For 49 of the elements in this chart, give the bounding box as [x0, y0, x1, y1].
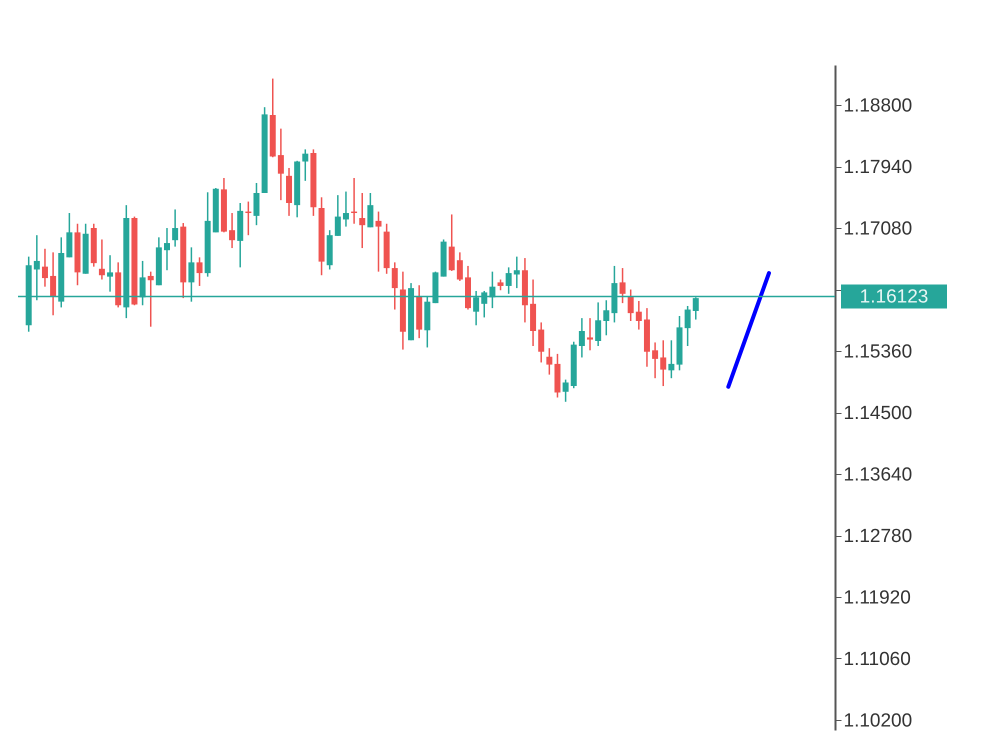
candlestick: [245, 200, 252, 236]
candlestick: [660, 340, 666, 387]
candlestick: [376, 210, 382, 272]
candlestick: [498, 278, 504, 291]
candlestick: [278, 128, 284, 201]
candlestick: [652, 342, 658, 379]
candlestick: [514, 256, 520, 289]
candlestick: [538, 322, 544, 364]
candlestick: [50, 252, 56, 316]
candlestick: [636, 300, 642, 330]
candlestick: [334, 194, 341, 237]
candlestick: [351, 177, 358, 224]
candlestick: [172, 208, 178, 248]
candlestick: [229, 212, 236, 249]
candlestick: [359, 192, 366, 249]
candlestick: [620, 267, 626, 304]
y-tick-label: 1.18800: [844, 96, 912, 117]
candlestick: [253, 182, 260, 226]
candlestick: [392, 262, 398, 310]
candlestick: [98, 238, 105, 280]
candlestick: [603, 300, 610, 336]
y-tick-label: 1.13640: [844, 464, 912, 486]
candlestick: [342, 190, 349, 228]
candlestick: [42, 248, 48, 288]
candlestick: [196, 256, 203, 287]
ref-line-label: 1.16123: [860, 286, 928, 308]
candlestick: [448, 214, 455, 272]
candlestick: [546, 347, 552, 376]
candlestick: [302, 148, 308, 182]
candlestick: [668, 340, 674, 379]
candlestick: [587, 317, 594, 352]
candlestick: [684, 305, 691, 347]
candlestick: [456, 252, 463, 282]
candlestick: [595, 302, 602, 347]
candlestick: [107, 254, 114, 292]
y-tick-label: 1.10200: [844, 710, 912, 732]
y-tick-label: 1.11920: [844, 588, 911, 608]
y-tick-label: 1.12780: [844, 526, 912, 548]
candlestick: [164, 227, 170, 271]
candlestick: [562, 378, 569, 403]
y-tick-label: 1.15360: [844, 342, 912, 363]
y-tick-label: 1.17940: [844, 157, 912, 178]
candlestick: [367, 192, 374, 228]
y-tick-label: 1.14500: [844, 403, 912, 424]
candlestick: [628, 288, 634, 322]
y-tick-label: 1.17080: [844, 218, 912, 240]
candlestick: [148, 270, 154, 328]
y-tick-label: 1.11060: [844, 648, 911, 670]
candlestick: [578, 317, 585, 358]
